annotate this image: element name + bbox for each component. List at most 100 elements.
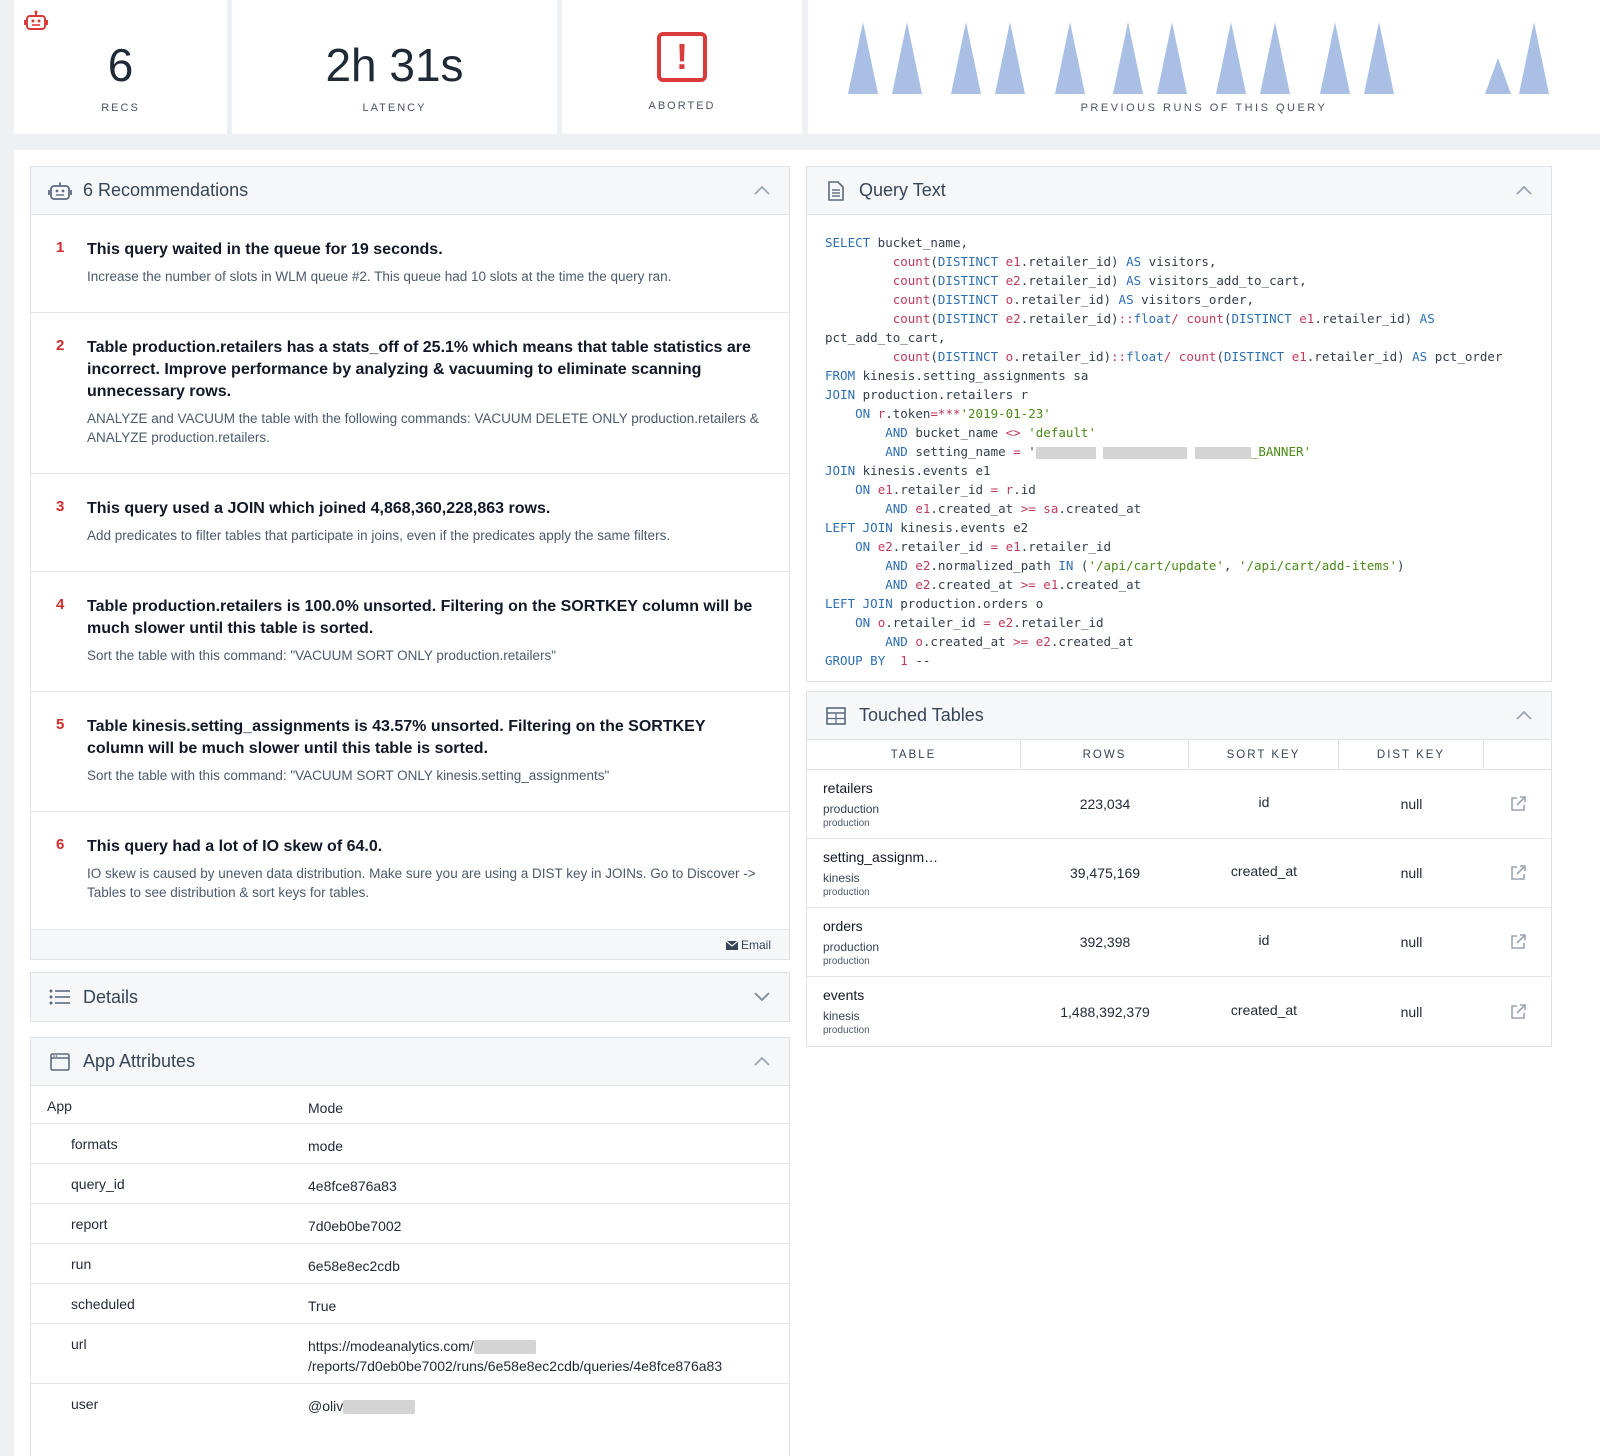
email-label: Email: [740, 938, 771, 952]
previous-run-mark[interactable]: [1113, 22, 1143, 94]
email-button[interactable]: Email: [725, 938, 771, 952]
column-header-table[interactable]: TABLE: [807, 740, 1021, 769]
robot-icon: [47, 180, 73, 202]
table-schema: production: [823, 940, 880, 954]
main-content: 6 Recommendations 1 This query waited in…: [14, 150, 1600, 1456]
previous-run-mark[interactable]: [848, 22, 878, 94]
recommendation-title: This query had a lot of IO skew of 64.0.: [87, 838, 383, 855]
touched-tables-header[interactable]: Touched Tables: [807, 692, 1551, 740]
table-dist-key: null: [1400, 934, 1423, 950]
recs-stat-card: 6 RECS: [14, 0, 227, 134]
app-attributes-title: App Attributes: [83, 1051, 196, 1071]
url-suffix: /reports/7d0eb0be7002/runs/6e58e8ec2cdb/…: [308, 1358, 723, 1374]
url-value[interactable]: https://modeanalytics.com/ /reports/7d0eb…: [308, 1324, 789, 1383]
column-header-sort-key[interactable]: SORT KEY: [1189, 740, 1339, 769]
recommendation-body: ANALYZE and VACUUM the table with the fo…: [87, 411, 759, 445]
previous-run-mark[interactable]: [1260, 22, 1290, 94]
table-header-row: TABLE ROWS SORT KEY DIST KEY: [807, 740, 1551, 770]
attribute-key: formats: [71, 1136, 118, 1152]
document-icon: [823, 180, 849, 202]
recs-count: 6: [107, 39, 134, 91]
previous-run-mark[interactable]: [995, 22, 1025, 94]
external-link-icon[interactable]: [1509, 795, 1527, 813]
table-name: events: [823, 987, 865, 1003]
chevron-up-icon[interactable]: [1515, 183, 1533, 197]
recommendation-title: Table kinesis.setting_assignments is 43.…: [87, 718, 706, 757]
attribute-row: user @oliv: [31, 1384, 789, 1424]
recommendation-item: 2 Table production.retailers has a stats…: [31, 313, 789, 474]
table-name: orders: [823, 918, 863, 934]
app-attributes-header[interactable]: App Attributes: [31, 1038, 789, 1086]
touched-tables-panel: Touched Tables TABLE ROWS SORT KEY DIST …: [806, 691, 1552, 1047]
table-dist-key: null: [1400, 1003, 1423, 1020]
previous-runs-card: PREVIOUS RUNS OF THIS QUERY: [808, 0, 1600, 134]
table-rows: 39,475,169: [1069, 865, 1141, 881]
previous-run-mark[interactable]: [1320, 22, 1350, 94]
table-sort-key: created_at: [1230, 1001, 1298, 1018]
chevron-up-icon[interactable]: [1515, 708, 1533, 722]
table-row: setting_assignm… kinesis production 39,4…: [807, 839, 1551, 908]
attribute-value: 7d0eb0be7002: [308, 1218, 402, 1234]
chevron-down-icon[interactable]: [753, 989, 771, 1003]
previous-run-mark[interactable]: [1364, 22, 1394, 94]
column-header-rows[interactable]: ROWS: [1021, 740, 1189, 769]
table-database: production: [823, 956, 870, 967]
attribute-value: True: [308, 1298, 337, 1314]
external-link-icon[interactable]: [1509, 933, 1527, 951]
external-link-icon[interactable]: [1509, 1003, 1527, 1021]
query-text-panel: Query Text SELECT bucket_name, count(DIS…: [806, 166, 1552, 682]
sql-code-block[interactable]: SELECT bucket_name, count(DISTINCT e1.re…: [825, 235, 1503, 668]
recommendation-number: 4: [56, 596, 65, 613]
column-header-dist-key[interactable]: DIST KEY: [1339, 740, 1484, 769]
recommendation-body: IO skew is caused by uneven data distrib…: [87, 866, 756, 900]
table-dist-key: null: [1400, 796, 1423, 812]
previous-run-mark[interactable]: [1157, 22, 1187, 94]
attribute-key: query_id: [71, 1176, 125, 1192]
external-link-icon[interactable]: [1509, 864, 1527, 882]
robot-icon: [24, 10, 48, 30]
table-rows: 1,488,392,379: [1060, 1003, 1150, 1020]
previous-run-mark[interactable]: [951, 22, 981, 94]
recommendation-number: 1: [56, 239, 65, 256]
attribute-key: report: [71, 1216, 108, 1232]
recommendation-body: Add predicates to filter tables that par…: [87, 528, 671, 543]
recommendation-body: Sort the table with this command: "VACUU…: [87, 768, 610, 783]
attribute-row: formats mode: [31, 1124, 789, 1164]
table-icon: [823, 705, 849, 727]
attribute-row: run 6e58e8ec2cdb: [31, 1244, 789, 1284]
column-header-actions: [1484, 740, 1551, 769]
previous-run-mark[interactable]: [1485, 58, 1511, 94]
previous-run-mark[interactable]: [892, 22, 922, 94]
attribute-value: 6e58e8ec2cdb: [308, 1258, 400, 1274]
details-header[interactable]: Details: [31, 973, 789, 1021]
table-name: retailers: [823, 780, 873, 796]
chevron-up-icon[interactable]: [753, 183, 771, 197]
previous-run-mark[interactable]: [1519, 22, 1549, 94]
previous-runs-chart: [848, 22, 1549, 94]
attribute-value: mode: [308, 1138, 344, 1154]
recommendation-number: 6: [56, 836, 65, 853]
recommendation-title: Table production.retailers has a stats_o…: [87, 339, 751, 400]
attribute-row: url https://modeanalytics.com/ /reports/7…: [31, 1324, 789, 1384]
recommendation-number: 2: [56, 337, 65, 354]
redacted-text: [473, 1340, 536, 1355]
recommendation-item: 5 Table kinesis.setting_assignments is 4…: [31, 692, 789, 812]
window-icon: [47, 1051, 73, 1073]
chevron-up-icon[interactable]: [753, 1054, 771, 1068]
query-text-header[interactable]: Query Text: [807, 167, 1551, 215]
latency-stat-card: 2h 31s LATENCY: [232, 0, 557, 134]
previous-run-mark[interactable]: [1055, 22, 1085, 94]
recommendations-header[interactable]: 6 Recommendations: [31, 167, 789, 215]
table-rows: 223,034: [1079, 796, 1131, 812]
attribute-key: run: [71, 1256, 92, 1272]
table-schema: production: [823, 802, 880, 816]
previous-run-mark[interactable]: [1216, 22, 1246, 94]
table-sort-key: id: [1258, 932, 1270, 948]
recommendation-body: Sort the table with this command: "VACUU…: [87, 648, 557, 663]
user-prefix: @oliv: [308, 1398, 344, 1414]
recommendation-title: Table production.retailers is 100.0% uns…: [87, 598, 753, 637]
table-rows: 392,398: [1079, 934, 1131, 950]
attribute-key: scheduled: [71, 1296, 135, 1312]
recommendation-item: 4 Table production.retailers is 100.0% u…: [31, 572, 789, 692]
aborted-label: ABORTED: [648, 100, 716, 112]
